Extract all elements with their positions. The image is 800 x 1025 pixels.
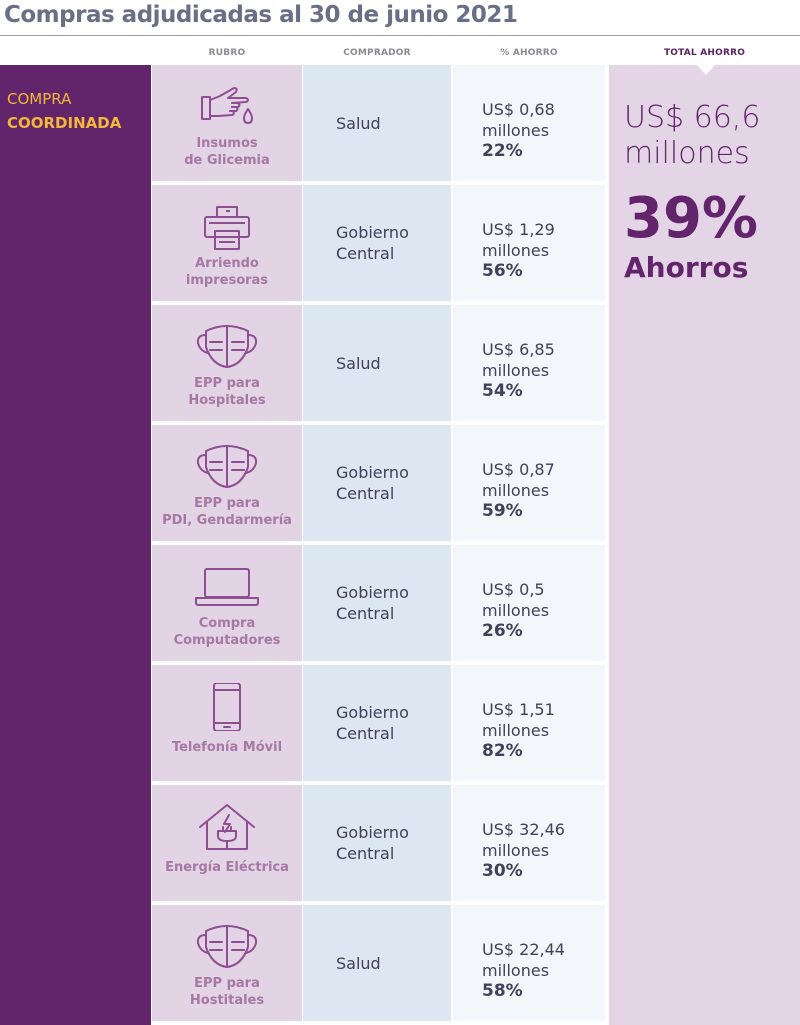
ahorro-amount: US$ 1,51: [482, 700, 555, 719]
comprador-cell: [303, 305, 451, 421]
ahorro-percent: 56%: [482, 261, 523, 281]
ahorro-amount: US$ 0,5: [482, 580, 545, 599]
ahorro-percent: 30%: [482, 861, 523, 881]
band-label-coordinada: COORDINADA: [7, 114, 122, 132]
rubro-label: Telefonía Móvil: [171, 740, 283, 755]
mobile-phone-icon: [192, 683, 262, 731]
ahorro-amount: US$ 6,85: [482, 340, 555, 359]
rubro-cell: [152, 65, 302, 181]
ahorro-unit: millones: [482, 121, 550, 140]
rubro-cell: [152, 545, 302, 661]
rubro-label: EPP para Hospitales: [188, 376, 266, 408]
ahorro-cell: [453, 905, 605, 1021]
header-rubro: RUBRO: [208, 48, 246, 58]
ahorro-cell: [453, 65, 605, 181]
ahorro-unit: millones: [482, 361, 550, 380]
table-row: EPP para Hospitales Salud US$ 6,85 millones 5…: [152, 305, 605, 421]
comprador-label: Gobierno Central: [336, 823, 409, 863]
ahorro-unit: millones: [482, 601, 550, 620]
comprador-label: Gobierno Central: [336, 223, 409, 263]
total-amount-unit: millones: [624, 136, 750, 171]
ahorro-unit: millones: [482, 241, 550, 260]
ahorro-amount: US$ 22,44: [482, 940, 565, 959]
comprador-cell: [303, 545, 451, 661]
total-label: Ahorros: [624, 251, 749, 284]
page-title: Compras adjudicadas al 30 de junio 2021: [4, 2, 518, 28]
comprador-label: Gobierno Central: [336, 463, 409, 503]
rubro-label: EPP para Hostitales: [189, 976, 265, 1008]
ahorro-percent: 82%: [482, 741, 523, 761]
table-row: Telefonía Móvil Gobierno Central US$ 1,51 mi…: [152, 665, 605, 781]
title-divider: [0, 35, 800, 36]
ahorro-amount: US$ 32,46: [482, 820, 565, 839]
table-row: EPP para Hostitales Salud US$ 22,44 millones…: [152, 905, 605, 1021]
table-row: Compra Computadores Gobierno Central US$ 0,5…: [152, 545, 605, 661]
total-amount: US$ 66,6 millones: [624, 100, 760, 172]
ahorro-cell: [453, 305, 605, 421]
comprador-label: Salud: [336, 113, 381, 133]
total-amount-value: US$ 66,6: [624, 100, 761, 135]
mask-icon: [192, 323, 262, 371]
comprador-cell: [303, 785, 451, 901]
comprador-cell: [303, 425, 451, 541]
left-band: [0, 65, 151, 1025]
rubro-label: Insumos de Glicemia: [184, 136, 270, 168]
ahorro-amount: US$ 0,87: [482, 460, 555, 479]
header-comprador: COMPRADOR: [343, 48, 411, 58]
comprador-label: Salud: [336, 953, 381, 973]
ahorro-cell: [453, 545, 605, 661]
mask-icon: [192, 443, 262, 491]
ahorro-cell: [453, 185, 605, 301]
printer-icon: [192, 203, 262, 251]
rubro-label: Compra Computadores: [173, 616, 281, 648]
ahorro-percent: 59%: [482, 501, 523, 521]
total-column: [609, 65, 800, 1025]
table-row: Insumos de Glicemia Salud US$ 0,68 millones 2…: [152, 65, 605, 181]
comprador-cell: [303, 665, 451, 781]
ahorro-unit: millones: [482, 961, 550, 980]
comprador-cell: [303, 185, 451, 301]
header-ahorro: % AHORRO: [500, 48, 558, 58]
house-plug-icon: [192, 803, 262, 851]
header-total: TOTAL AHORRO: [663, 48, 746, 58]
ahorro-cell: [453, 665, 605, 781]
comprador-label: Gobierno Central: [336, 583, 409, 623]
mask-icon: [192, 923, 262, 971]
ahorro-percent: 26%: [482, 621, 523, 641]
rubro-label: Arriendo impresoras: [185, 256, 269, 288]
ahorro-unit: millones: [482, 841, 550, 860]
ahorro-amount: US$ 1,29: [482, 220, 555, 239]
ahorro-unit: millones: [482, 481, 550, 500]
rubro-label: Energía Eléctrica: [165, 860, 289, 875]
band-label-compra: COMPRA: [7, 90, 72, 108]
ahorro-unit: millones: [482, 721, 550, 740]
ahorro-cell: [453, 785, 605, 901]
comprador-label: Gobierno Central: [336, 703, 409, 743]
comprador-label: Salud: [336, 353, 381, 373]
total-percent: 39%: [624, 186, 759, 251]
table-row: Arriendo impresoras Gobierno Central US$ 1,2…: [152, 185, 605, 301]
ahorro-amount: US$ 0,68: [482, 100, 555, 119]
comprador-cell: [303, 65, 451, 181]
hand-drop-icon: [192, 83, 262, 131]
rubro-label: EPP para PDI, Gendarmería: [162, 496, 292, 528]
ahorro-cell: [453, 425, 605, 541]
table-row: EPP para PDI, Gendarmería Gobierno Central U…: [152, 425, 605, 541]
comprador-cell: [303, 905, 451, 1021]
ahorro-percent: 58%: [482, 981, 523, 1001]
ahorro-percent: 22%: [482, 141, 523, 161]
laptop-icon: [192, 563, 262, 611]
table-row: Energía Eléctrica Gobierno Central US$ 32,4…: [152, 785, 605, 901]
ahorro-percent: 54%: [482, 381, 523, 401]
header-notch: [697, 65, 715, 75]
